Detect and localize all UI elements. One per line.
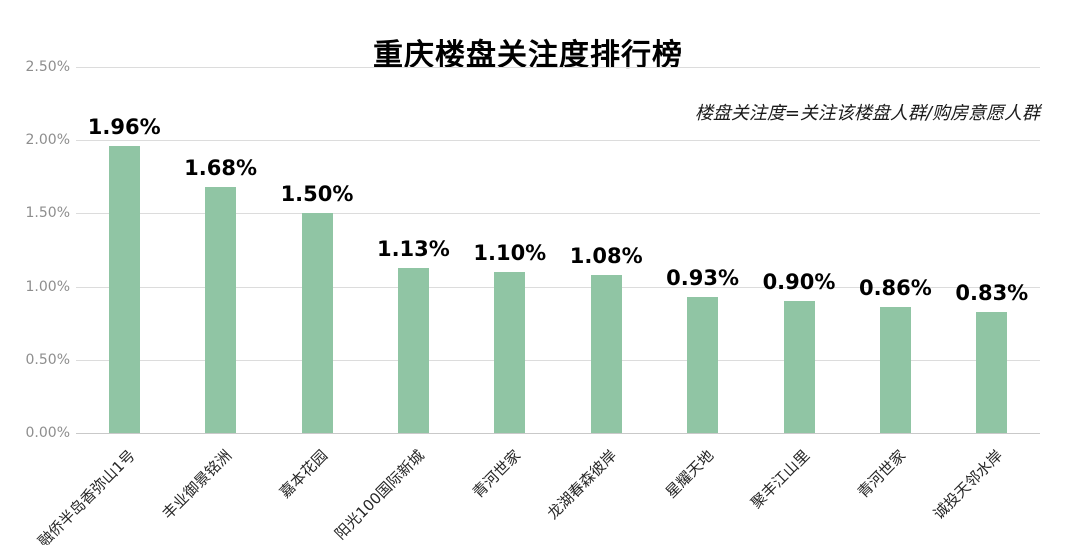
gridline (76, 359, 1040, 361)
bar-value-label: 1.50% (280, 182, 354, 207)
bar (397, 267, 429, 433)
bar (205, 187, 237, 433)
bar-value-label: 0.90% (762, 270, 836, 295)
y-axis-tick-label: 0.00% (25, 425, 70, 441)
x-axis-baseline (76, 433, 1040, 434)
bar (494, 271, 526, 433)
plot-area: 0.00% 0.50% 1.00% 1.50% 2.00% 2.50% 1.96% 融侨半岛香… (26, 59, 1040, 545)
bar-value-label: 1.68% (184, 156, 258, 181)
bar (301, 213, 333, 433)
bar (687, 296, 719, 433)
bar-value-label: 0.93% (666, 265, 740, 290)
x-axis-category-label: 龙湖春森彼岸 (543, 446, 621, 523)
y-axis-tick-label: 0.50% (25, 351, 70, 368)
x-axis-category-label: 聚丰江山里 (747, 446, 814, 513)
y-axis-tick-label: 1.50% (25, 205, 70, 222)
bar-value-label: 0.86% (858, 276, 932, 301)
y-axis-tick-label: 2.50% (25, 59, 70, 75)
x-axis-category-label: 诚投天邻水岸 (929, 446, 1006, 523)
bar (108, 146, 140, 433)
bar (590, 274, 622, 433)
x-axis-category-label: 丰业御景铭洲 (158, 446, 235, 523)
y-axis-tick-label: 2.00% (25, 132, 70, 149)
chart-subtitle: 楼盘关注度=关注该楼盘人群/购房意愿人群 (694, 103, 1040, 124)
bar-value-label: 1.96% (87, 115, 161, 140)
x-axis-category-label: 融侨半岛香弥山1号 (34, 446, 139, 545)
bar (783, 301, 815, 433)
bar-value-label: 1.08% (569, 243, 643, 268)
x-axis-category-label: 青河世家 (854, 446, 910, 502)
bar-value-label: 1.13% (376, 236, 450, 261)
y-axis-tick-label: 1.00% (25, 278, 70, 295)
x-axis-category-label: 星耀天地 (661, 446, 717, 502)
x-axis-category-label: 青河世家 (468, 446, 524, 502)
x-axis-category-label: 嘉本花园 (275, 446, 332, 502)
bar-value-label: 1.10% (473, 240, 547, 265)
gridline (76, 67, 1040, 68)
bar-value-label: 0.83% (955, 280, 1029, 305)
bar (976, 311, 1008, 433)
gridline (76, 286, 1040, 288)
bar (879, 307, 911, 433)
x-axis-category-label: 阳光100国际新城 (330, 446, 428, 544)
gridline (76, 140, 1040, 142)
gridline (76, 213, 1040, 215)
